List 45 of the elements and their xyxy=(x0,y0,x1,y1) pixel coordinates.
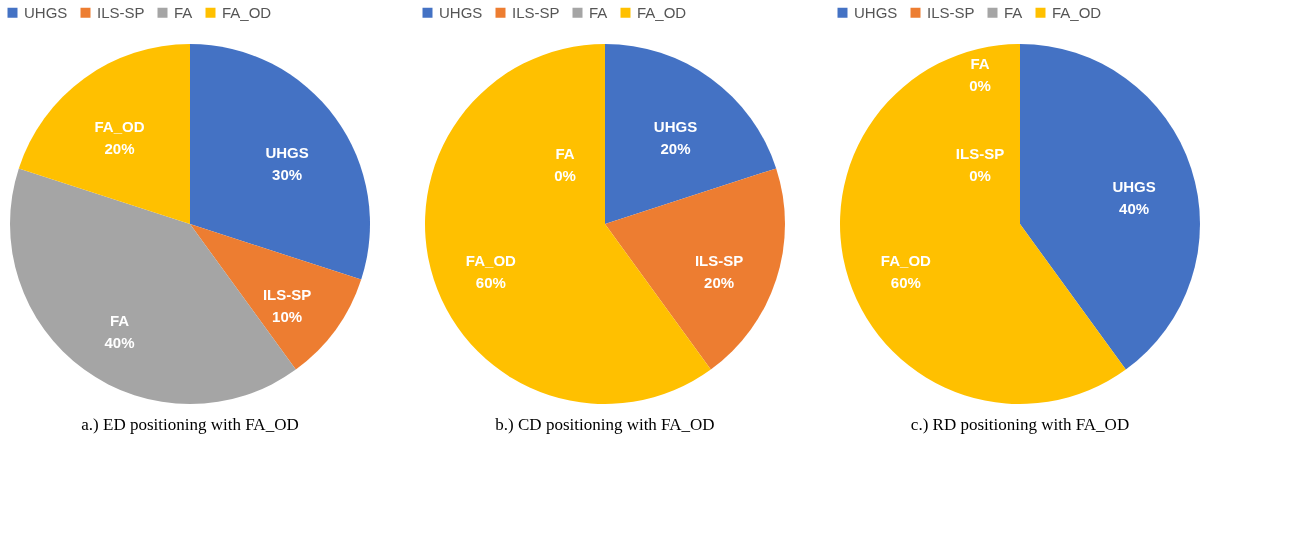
legend-label: FA_OD xyxy=(1052,3,1102,21)
slice-label: FA xyxy=(109,312,130,330)
legend-label: ILS-SP xyxy=(512,3,560,21)
legend-label: UHGS xyxy=(24,3,68,21)
data-label: 40% xyxy=(104,334,135,352)
legend-label: FA_OD xyxy=(222,3,272,21)
text: 0% xyxy=(969,77,991,94)
pie-slice xyxy=(605,168,785,370)
data-label: 20% xyxy=(104,139,135,157)
text: 0% xyxy=(554,167,576,184)
pie-slice xyxy=(190,44,370,280)
text: b.) CD positioning with FA_OD xyxy=(495,415,715,434)
category-label: FA xyxy=(555,145,575,162)
data-label: 10% xyxy=(272,307,303,325)
legend-label: FA xyxy=(174,3,193,21)
data-label: 20% xyxy=(660,139,691,157)
text: c.) RD positioning with FA_OD xyxy=(910,415,1130,434)
slice-label: FA_OD xyxy=(880,252,932,270)
category-label: ILS-SP xyxy=(955,145,1005,162)
pie-slice xyxy=(605,44,777,224)
legend-label: UHGS xyxy=(439,3,483,21)
legend-label: FA xyxy=(589,3,608,21)
slice-label: FA_OD xyxy=(465,252,517,270)
slice-label: ILS-SP xyxy=(262,285,312,303)
slice-label: UHGS xyxy=(653,117,698,135)
pie-slice xyxy=(18,44,190,224)
pie-slice xyxy=(190,224,362,370)
legend-label: FA xyxy=(1004,3,1023,21)
legend-label: ILS-SP xyxy=(927,3,975,21)
text: 0% xyxy=(969,167,991,184)
slice-label: UHGS xyxy=(1112,177,1156,195)
text: a.) ED positioning with FA_OD xyxy=(81,415,299,434)
data-label: 60% xyxy=(475,274,506,292)
data-label: 20% xyxy=(704,274,735,292)
slice-label: FA_OD xyxy=(94,117,145,135)
slice-label: ILS-SP xyxy=(694,252,744,270)
legend-label: ILS-SP xyxy=(97,3,145,21)
category-label: FA xyxy=(970,55,990,72)
legend-label: UHGS xyxy=(854,3,898,21)
slice-label: UHGS xyxy=(265,144,309,162)
pie-slice xyxy=(1020,44,1200,370)
data-label: 30% xyxy=(272,166,303,184)
data-label: 60% xyxy=(890,274,921,292)
data-label: 40% xyxy=(1119,199,1150,217)
legend-label: FA_OD xyxy=(637,3,687,21)
